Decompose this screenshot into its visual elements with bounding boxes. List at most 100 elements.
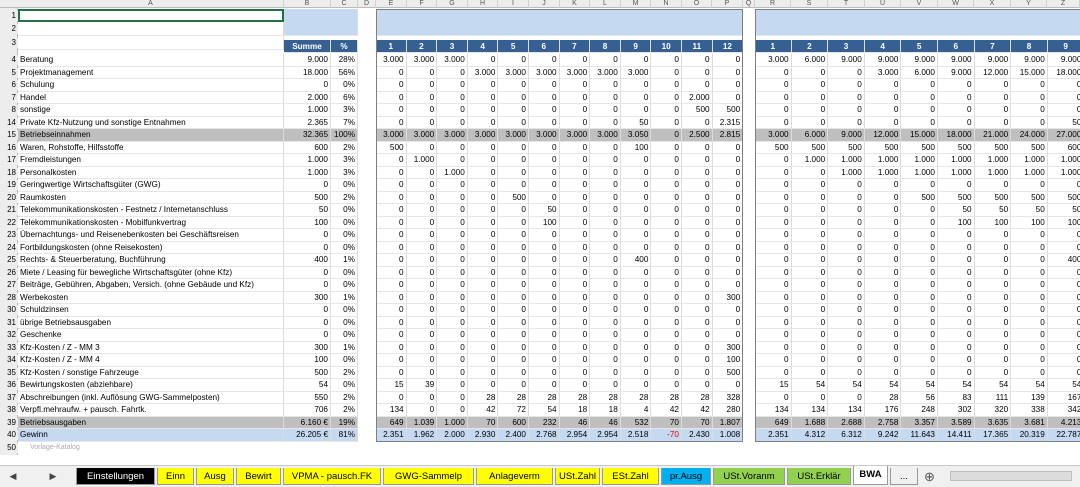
cumulative-value[interactable]: 11.643 (901, 429, 938, 442)
cumulative-value[interactable]: 134 (828, 404, 865, 417)
month-value[interactable]: 0 (651, 129, 682, 142)
row-percent[interactable]: 0% (331, 179, 358, 192)
month-value[interactable]: 0 (590, 79, 621, 92)
month-value[interactable]: 0 (498, 254, 529, 267)
month-value[interactable]: 0 (651, 191, 682, 204)
cumulative-value[interactable]: 0 (974, 354, 1012, 367)
month-value[interactable]: 0 (406, 229, 438, 242)
month-value[interactable]: 0 (467, 229, 499, 242)
month-value[interactable]: 0 (651, 241, 682, 254)
month-value[interactable]: 0 (437, 304, 468, 317)
month-value[interactable]: 0 (712, 54, 744, 67)
cumulative-value[interactable]: 9.000 (828, 54, 865, 67)
cumulative-value[interactable]: 0 (791, 91, 829, 104)
month-value[interactable]: 0 (376, 204, 407, 217)
cumulative-value[interactable]: 9.000 (864, 54, 902, 67)
column-header-e[interactable]: E (376, 0, 407, 8)
month-value[interactable]: 0 (559, 154, 591, 167)
cumulative-value[interactable]: 0 (901, 316, 938, 329)
column-header-c[interactable]: C (331, 0, 358, 8)
row-header[interactable]: 39 (0, 417, 18, 428)
cumulative-value[interactable]: 342 (1047, 404, 1080, 417)
month-value[interactable]: 0 (376, 79, 407, 92)
month-value[interactable]: 0 (498, 366, 529, 379)
cumulative-value[interactable]: 0 (938, 104, 975, 117)
month-value[interactable]: 0 (498, 291, 529, 304)
month-value[interactable]: 0 (437, 66, 468, 79)
row-sum[interactable]: 300 (284, 291, 331, 304)
row-sum[interactable]: 500 (284, 191, 331, 204)
tab-scroll-left-icon[interactable]: ◀ (9, 471, 17, 481)
month-value[interactable]: 0 (467, 379, 499, 392)
month-value[interactable]: 3.000 (376, 129, 407, 142)
month-value[interactable]: 0 (712, 179, 744, 192)
month-value[interactable]: 0 (590, 229, 621, 242)
cumulative-value[interactable]: 0 (1047, 92, 1080, 104)
month-value[interactable]: 18 (559, 404, 591, 417)
cumulative-value[interactable]: 1.000 (791, 154, 829, 167)
month-value[interactable]: 0 (651, 166, 682, 179)
month-value[interactable]: 0 (712, 216, 744, 229)
month-value[interactable]: 0 (406, 329, 438, 342)
month-value[interactable]: 0 (498, 341, 529, 354)
cumulative-value[interactable]: 0 (1011, 241, 1048, 254)
cumulative-value[interactable]: 0 (1011, 79, 1048, 92)
row-percent[interactable]: 2% (331, 141, 358, 154)
month-value[interactable]: 0 (529, 341, 560, 354)
cumulative-value[interactable]: 0 (755, 116, 792, 129)
cumulative-value[interactable]: 0 (1011, 316, 1048, 329)
row-percent[interactable]: 3% (331, 154, 358, 167)
cumulative-value[interactable]: 0 (755, 154, 792, 167)
month-value[interactable]: 0 (529, 291, 560, 304)
month-value[interactable]: 0 (467, 54, 499, 67)
row-header[interactable]: 32 (0, 330, 18, 340)
cumulative-value[interactable]: 500 (974, 141, 1012, 154)
cumulative-value[interactable]: 0 (791, 341, 829, 354)
row-sum[interactable]: 2.365 (284, 116, 331, 129)
row-percent[interactable]: 0% (331, 229, 358, 242)
month-value[interactable]: 0 (651, 229, 682, 242)
month-value[interactable]: 0 (467, 179, 499, 192)
column-header-y[interactable]: Y (1011, 0, 1047, 8)
month-value[interactable]: 2.315 (712, 116, 744, 129)
month-value[interactable]: 400 (620, 254, 652, 267)
cumulative-value[interactable]: 3.000 (755, 54, 792, 67)
cumulative-value[interactable]: 1.000 (1047, 167, 1080, 179)
cumulative-value[interactable]: 0 (974, 116, 1012, 129)
month-value[interactable]: 0 (712, 191, 744, 204)
month-value[interactable]: 0 (559, 179, 591, 192)
cumulative-value[interactable]: 0 (828, 341, 865, 354)
month-value[interactable]: 0 (620, 216, 652, 229)
cumulative-value[interactable]: 21.000 (974, 129, 1012, 142)
month-value[interactable]: 0 (712, 204, 744, 217)
cumulative-value[interactable]: 0 (1011, 341, 1048, 354)
cumulative-value[interactable]: 0 (901, 79, 938, 92)
month-value[interactable]: 0 (712, 91, 744, 104)
month-value[interactable]: 0 (559, 266, 591, 279)
month-value[interactable]: 0 (406, 291, 438, 304)
cumulative-value[interactable]: 400 (1047, 254, 1080, 267)
month-value[interactable]: 0 (376, 329, 407, 342)
cumulative-value[interactable]: 1.000 (864, 166, 902, 179)
cumulative-value[interactable]: 0 (828, 266, 865, 279)
cumulative-value[interactable]: 24.000 (1011, 129, 1048, 142)
month-value[interactable]: 0 (437, 104, 468, 117)
cumulative-value[interactable]: 0 (1047, 317, 1080, 329)
cumulative-value[interactable]: 0 (755, 104, 792, 117)
cumulative-value[interactable]: 0 (791, 266, 829, 279)
month-value[interactable]: 0 (498, 229, 529, 242)
month-value[interactable]: 0 (682, 229, 713, 242)
cumulative-value[interactable]: 0 (864, 254, 902, 267)
month-value[interactable]: 72 (498, 404, 529, 417)
month-value[interactable]: 0 (437, 79, 468, 92)
month-value[interactable]: 0 (682, 354, 713, 367)
month-value[interactable]: 0 (529, 79, 560, 92)
cumulative-value[interactable]: 320 (974, 404, 1012, 417)
month-value[interactable]: 0 (406, 66, 438, 79)
month-value[interactable]: 0 (437, 254, 468, 267)
month-value[interactable]: 3.000 (467, 129, 499, 142)
row-header[interactable]: 19 (0, 180, 18, 190)
month-value[interactable]: 0 (682, 216, 713, 229)
month-value[interactable]: 0 (620, 191, 652, 204)
cumulative-value[interactable]: 0 (828, 91, 865, 104)
